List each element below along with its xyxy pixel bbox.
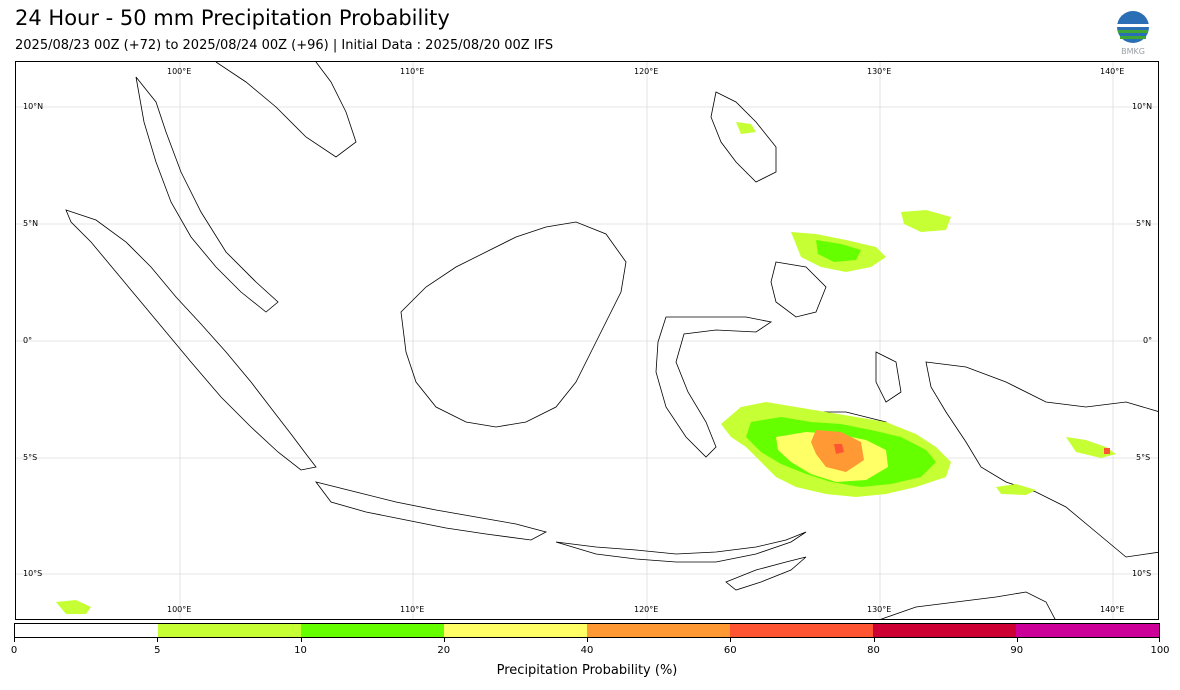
coastlines [65, 62, 1158, 619]
colorbar-tick-label: 5 [154, 645, 161, 656]
lon-label-top: 130°E [867, 67, 892, 76]
lat-label-right: 5°N [1136, 219, 1152, 228]
probability-shading [56, 122, 1116, 614]
chart-subtitle: 2025/08/23 00Z (+72) to 2025/08/24 00Z (… [15, 38, 554, 53]
colorbar-segment [301, 624, 444, 637]
lon-label-bottom: 130°E [867, 605, 892, 614]
colorbar-segment [158, 624, 301, 637]
lesser-sunda-coast [555, 531, 807, 563]
lat-label-right: 0° [1143, 336, 1153, 345]
lat-label-left: 5°N [23, 219, 39, 228]
prob-60-80-spot [834, 444, 844, 454]
java-coast [315, 481, 548, 541]
colorbar-tick [300, 638, 302, 642]
lat-label-right: 10°N [1132, 102, 1153, 111]
colorbar-tick [730, 638, 732, 642]
colorbar [14, 623, 1160, 638]
map-gridlines [16, 62, 1158, 619]
colorbar-tick [443, 638, 445, 642]
new-guinea-coast [925, 361, 1158, 558]
prob-5-10-pacific [901, 210, 951, 232]
lat-label-right: 10°S [1132, 569, 1152, 578]
colorbar-tick [587, 638, 588, 642]
lon-label-bottom: 140°E [1100, 605, 1125, 614]
colorbar-tick-label: 0 [10, 645, 18, 656]
prob-10-20-north [816, 240, 861, 262]
lat-label-left: 10°S [23, 569, 43, 578]
colorbar-tick-label: 80 [867, 645, 880, 656]
lon-label-top: 120°E [634, 67, 659, 76]
lat-label-right: 5°S [1136, 453, 1151, 462]
map-panel: 100°E 110°E 120°E 130°E 140°E 100°E 110°… [15, 61, 1159, 620]
colorbar-segment [444, 624, 587, 637]
indochina-coast [215, 62, 357, 158]
colorbar-segment [587, 624, 730, 637]
australia-coast [880, 591, 1056, 619]
colorbar-segment [15, 624, 158, 637]
colorbar-segment [730, 624, 873, 637]
colorbar-title: Precipitation Probability (%) [496, 663, 678, 678]
bmkg-logo-icon: BMKG [1113, 10, 1153, 56]
colorbar-tick-label: 60 [723, 645, 737, 656]
lon-label-bottom: 110°E [400, 605, 425, 614]
colorbar-segment [873, 624, 1016, 637]
prob-5-10-south [996, 484, 1036, 495]
colorbar-tick [157, 638, 159, 642]
prob-5-10-mindanao [736, 122, 756, 134]
lat-label-left: 5°S [23, 453, 38, 462]
colorbar-tick [1016, 638, 1018, 642]
borneo-coast [400, 221, 627, 428]
colorbar-segment [1016, 624, 1159, 637]
map-canvas [16, 62, 1158, 619]
colorbar-tick [1159, 638, 1160, 642]
colorbar-tick [14, 638, 15, 642]
lon-label-top: 140°E [1100, 67, 1125, 76]
colorbar-tick-label: 40 [580, 645, 594, 656]
prob-60-80-png [1104, 448, 1110, 454]
malay-peninsula-coast [135, 76, 279, 313]
colorbar-tick [873, 638, 875, 642]
lon-label-top: 110°E [400, 67, 425, 76]
colorbar-tick-label: 10 [294, 645, 307, 656]
prob-5-10-png [1066, 437, 1116, 458]
lat-label-left: 0° [23, 336, 33, 345]
lon-label-bottom: 120°E [634, 605, 659, 614]
lat-label-left: 10°N [23, 102, 44, 111]
sulawesi-coast [655, 316, 773, 458]
prob-5-10-sw [56, 600, 91, 614]
philippines-coast [710, 91, 777, 183]
mindanao-coast [770, 261, 827, 318]
halmahera-coast [875, 351, 902, 403]
lon-label-top: 100°E [167, 67, 192, 76]
colorbar-tick-label: 100 [1150, 645, 1170, 656]
colorbar-tick-label: 20 [437, 645, 451, 656]
colorbar-tick-label: 90 [1010, 645, 1024, 656]
sumatra-coast [65, 209, 317, 471]
logo-text: BMKG [1121, 47, 1145, 56]
lon-label-bottom: 100°E [167, 605, 192, 614]
chart-title: 24 Hour - 50 mm Precipitation Probabilit… [15, 6, 450, 30]
timor-coast [725, 556, 807, 591]
